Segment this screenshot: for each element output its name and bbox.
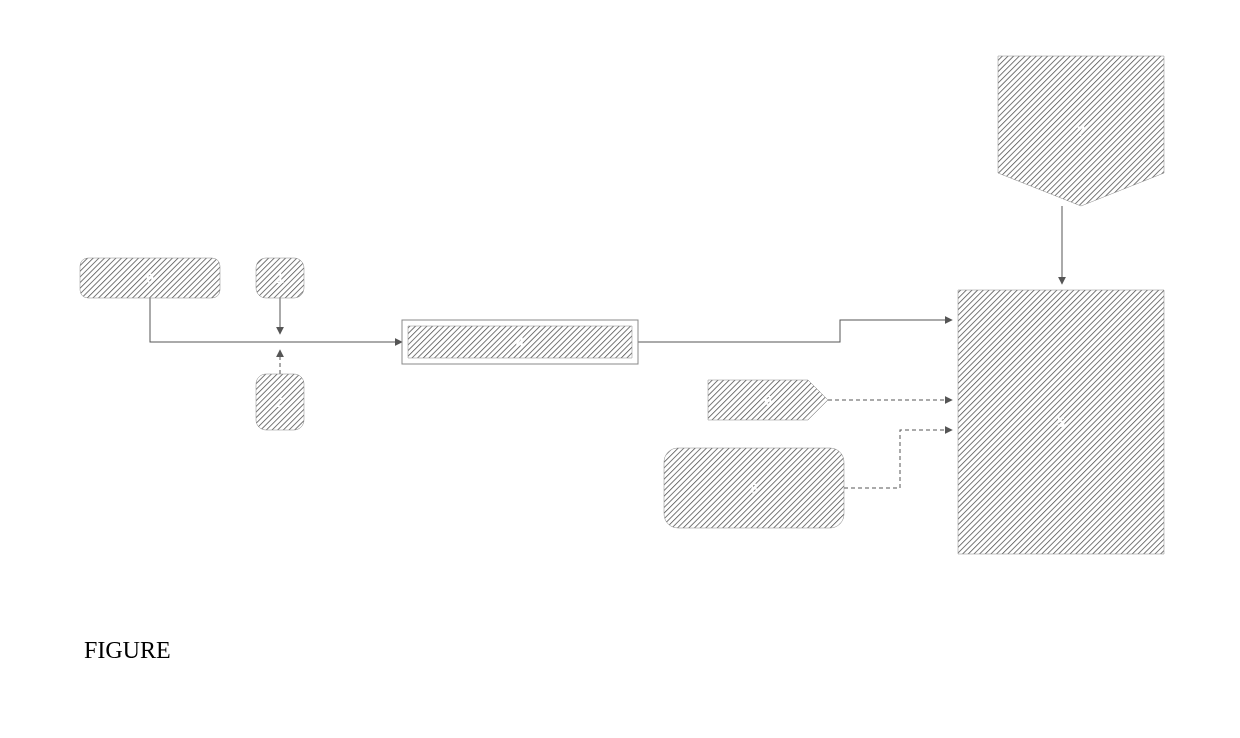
node-1: 1 [256,258,304,298]
node-label-7: 7 [1077,123,1085,139]
node-7: 7 [998,56,1164,206]
node-2: 2 [256,374,304,430]
node-label-0: 0 [146,270,154,286]
node-label-8: 8 [750,480,758,496]
flowchart-canvas: 0 1 2 4 5 6 7 8 [0,0,1240,738]
node-label-1: 1 [276,270,284,286]
node-label-2: 2 [276,394,284,410]
node-label-4: 4 [516,334,524,350]
node-label-5: 5 [1057,414,1065,430]
node-4: 4 [402,320,638,364]
node-6: 6 [708,380,828,420]
edge-0 [150,298,402,342]
figure-caption: FIGURE [84,638,171,665]
edge-5 [844,430,952,488]
node-label-6: 6 [764,392,772,408]
node-8: 8 [664,448,844,528]
node-0: 0 [80,258,220,298]
edge-3 [638,320,952,342]
node-5: 5 [958,290,1164,554]
